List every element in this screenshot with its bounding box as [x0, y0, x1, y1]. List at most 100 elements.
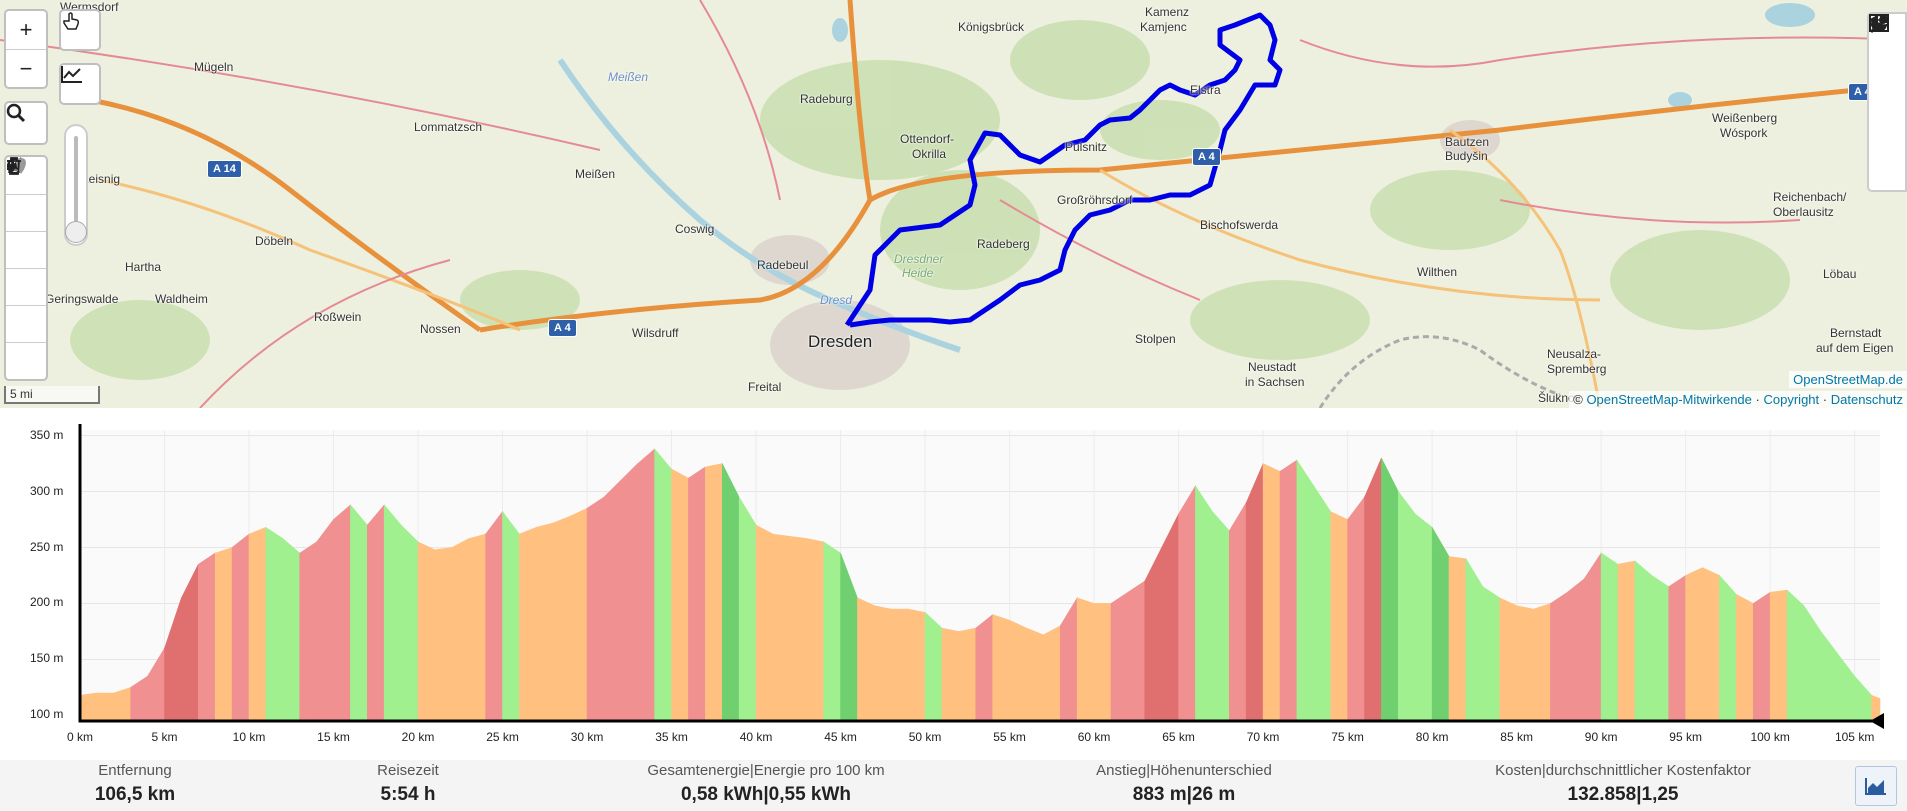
- copyright-link[interactable]: Copyright: [1763, 392, 1820, 407]
- circle-icon[interactable]: [6, 158, 46, 305]
- x-tick-label: 90 km: [1584, 730, 1618, 744]
- search-icon[interactable]: [6, 103, 46, 143]
- zoom-in-button[interactable]: +: [19, 17, 33, 42]
- x-tick-label: 10 km: [232, 730, 266, 744]
- map-label: Leisnig: [82, 172, 121, 186]
- y-tick-label: 300 m: [30, 483, 64, 498]
- elevation-segment: [1702, 567, 1720, 722]
- elevation-segment: [823, 541, 841, 722]
- osm-contributors-link[interactable]: OpenStreetMap-Mitwirkende: [1586, 392, 1752, 407]
- elevation-segment: [1161, 513, 1179, 722]
- elevation-toggle-control: [59, 63, 101, 105]
- map-label: Hartha: [125, 260, 162, 274]
- map-label: Königsbrück: [958, 20, 1025, 34]
- elevation-segment: [248, 526, 267, 722]
- stat-value: 5:54 h: [380, 784, 436, 805]
- map-label: Wilthen: [1417, 265, 1458, 279]
- attribution-sep: ·: [1822, 392, 1828, 407]
- elevation-segment: [1617, 560, 1636, 722]
- map-label: in Sachsen: [1245, 375, 1305, 389]
- elevation-segment: [350, 504, 368, 722]
- elevation-segment: [1009, 619, 1027, 722]
- map-label: Elstra: [1190, 83, 1221, 97]
- map-label: Bernstadt: [1830, 326, 1882, 340]
- stat-ascent: Anstieg|Höhenunterschied 883 m|26 m: [1096, 762, 1272, 806]
- elevation-segment: [1398, 490, 1416, 722]
- map-label: Nossen: [420, 322, 461, 336]
- route-stats: Entfernung 106,5 km Reisezeit 5:54 h Ges…: [0, 760, 1907, 811]
- elevation-segment: [1431, 526, 1450, 722]
- y-tick-label: 250 m: [30, 539, 64, 554]
- elevation-segment: [1347, 496, 1365, 722]
- map-label: Stolpen: [1135, 332, 1176, 346]
- scale-bar: 5 mi: [4, 386, 100, 404]
- hand-pointer-icon[interactable]: [61, 11, 101, 49]
- stat-label: Gesamtenergie|Energie pro 100 km: [647, 762, 885, 779]
- map-background: [0, 0, 1907, 408]
- shuffle-icon[interactable]: [6, 157, 46, 231]
- elevation-segment: [1550, 591, 1568, 722]
- elevation-segment: [265, 526, 284, 722]
- elevation-segment: [1364, 457, 1382, 722]
- wrench-icon[interactable]: [1869, 16, 1905, 102]
- elevation-segment: [1262, 463, 1281, 722]
- elevation-segment: [1228, 501, 1247, 722]
- elevation-segment: [688, 466, 706, 722]
- elevation-segment: [400, 524, 419, 722]
- area-chart-button[interactable]: [1855, 766, 1897, 806]
- x-tick-label: 95 km: [1669, 730, 1702, 744]
- x-tick-label: 40 km: [739, 730, 773, 744]
- map-label: Waldheim: [155, 292, 208, 306]
- elevation-segment: [333, 504, 351, 722]
- map-label: Dresdner: [894, 252, 944, 266]
- pie-chart-icon[interactable]: [1869, 14, 1905, 190]
- elevation-segment: [1195, 484, 1213, 722]
- highway-shield: A 14: [207, 160, 242, 178]
- elevation-segment: [231, 533, 250, 722]
- area-chart-icon: [1865, 778, 1886, 795]
- no-go-icon[interactable]: [6, 158, 46, 268]
- elevation-segment: [198, 552, 216, 722]
- stat-value: 883 m|26 m: [1132, 784, 1236, 805]
- elevation-segment: [907, 608, 926, 722]
- attribution-top[interactable]: OpenStreetMap.de: [1789, 371, 1907, 388]
- stat-label: Anstieg|Höhenunterschied: [1096, 762, 1272, 779]
- opacity-slider[interactable]: [64, 124, 88, 246]
- map-label: auf dem Eigen: [1816, 341, 1894, 355]
- elevation-segment: [299, 541, 317, 722]
- zoom-out-button[interactable]: −: [6, 49, 46, 87]
- elevation-segment: [958, 627, 977, 722]
- elevation-segment: [671, 468, 689, 722]
- table-icon[interactable]: [1869, 14, 1905, 146]
- stat-energy: Gesamtenergie|Energie pro 100 km 0,58 kW…: [647, 762, 884, 806]
- map-label: Neustadt: [1248, 360, 1297, 374]
- map-label: Spremberg: [1547, 362, 1607, 376]
- elevation-segment: [1583, 552, 1602, 722]
- route-line: [844, 12, 1283, 328]
- line-chart-icon[interactable]: [61, 65, 101, 103]
- elevation-segment: [721, 463, 740, 722]
- locate-control: [59, 9, 101, 51]
- stat-value: 132.858|1,25: [1567, 784, 1679, 805]
- x-tick-label: 35 km: [655, 730, 688, 744]
- elevation-segment: [536, 522, 554, 722]
- elevation-profile[interactable]: 100 m 150 m 200 m 250 m 300 m 350 m 0 km 5 km 10…: [0, 408, 1907, 760]
- elevation-segment: [1668, 574, 1686, 722]
- map-label: Löbau: [1823, 267, 1857, 281]
- elevation-segment: [1381, 457, 1399, 722]
- stat-travel-time: Reisezeit 5:54 h: [377, 762, 439, 806]
- elevation-segment: [282, 537, 301, 722]
- elevation-segment: [654, 448, 672, 722]
- trash-icon[interactable]: [6, 157, 46, 379]
- elevation-segment: [214, 547, 233, 722]
- x-tick-label: 30 km: [570, 730, 604, 744]
- y-tick-label: 200 m: [30, 595, 64, 610]
- elevation-segment: [1600, 552, 1619, 722]
- elevation-segment: [1296, 459, 1315, 722]
- map[interactable]: Wermsdorf Mügeln Lommatzsch Leisnig Döbe…: [0, 0, 1907, 408]
- pin-icon[interactable]: [6, 158, 46, 342]
- privacy-link[interactable]: Datenschutz: [1830, 392, 1903, 407]
- map-label: Radeburg: [800, 92, 853, 106]
- slider-handle[interactable]: [65, 221, 87, 243]
- map-label: Dresden: [808, 332, 873, 351]
